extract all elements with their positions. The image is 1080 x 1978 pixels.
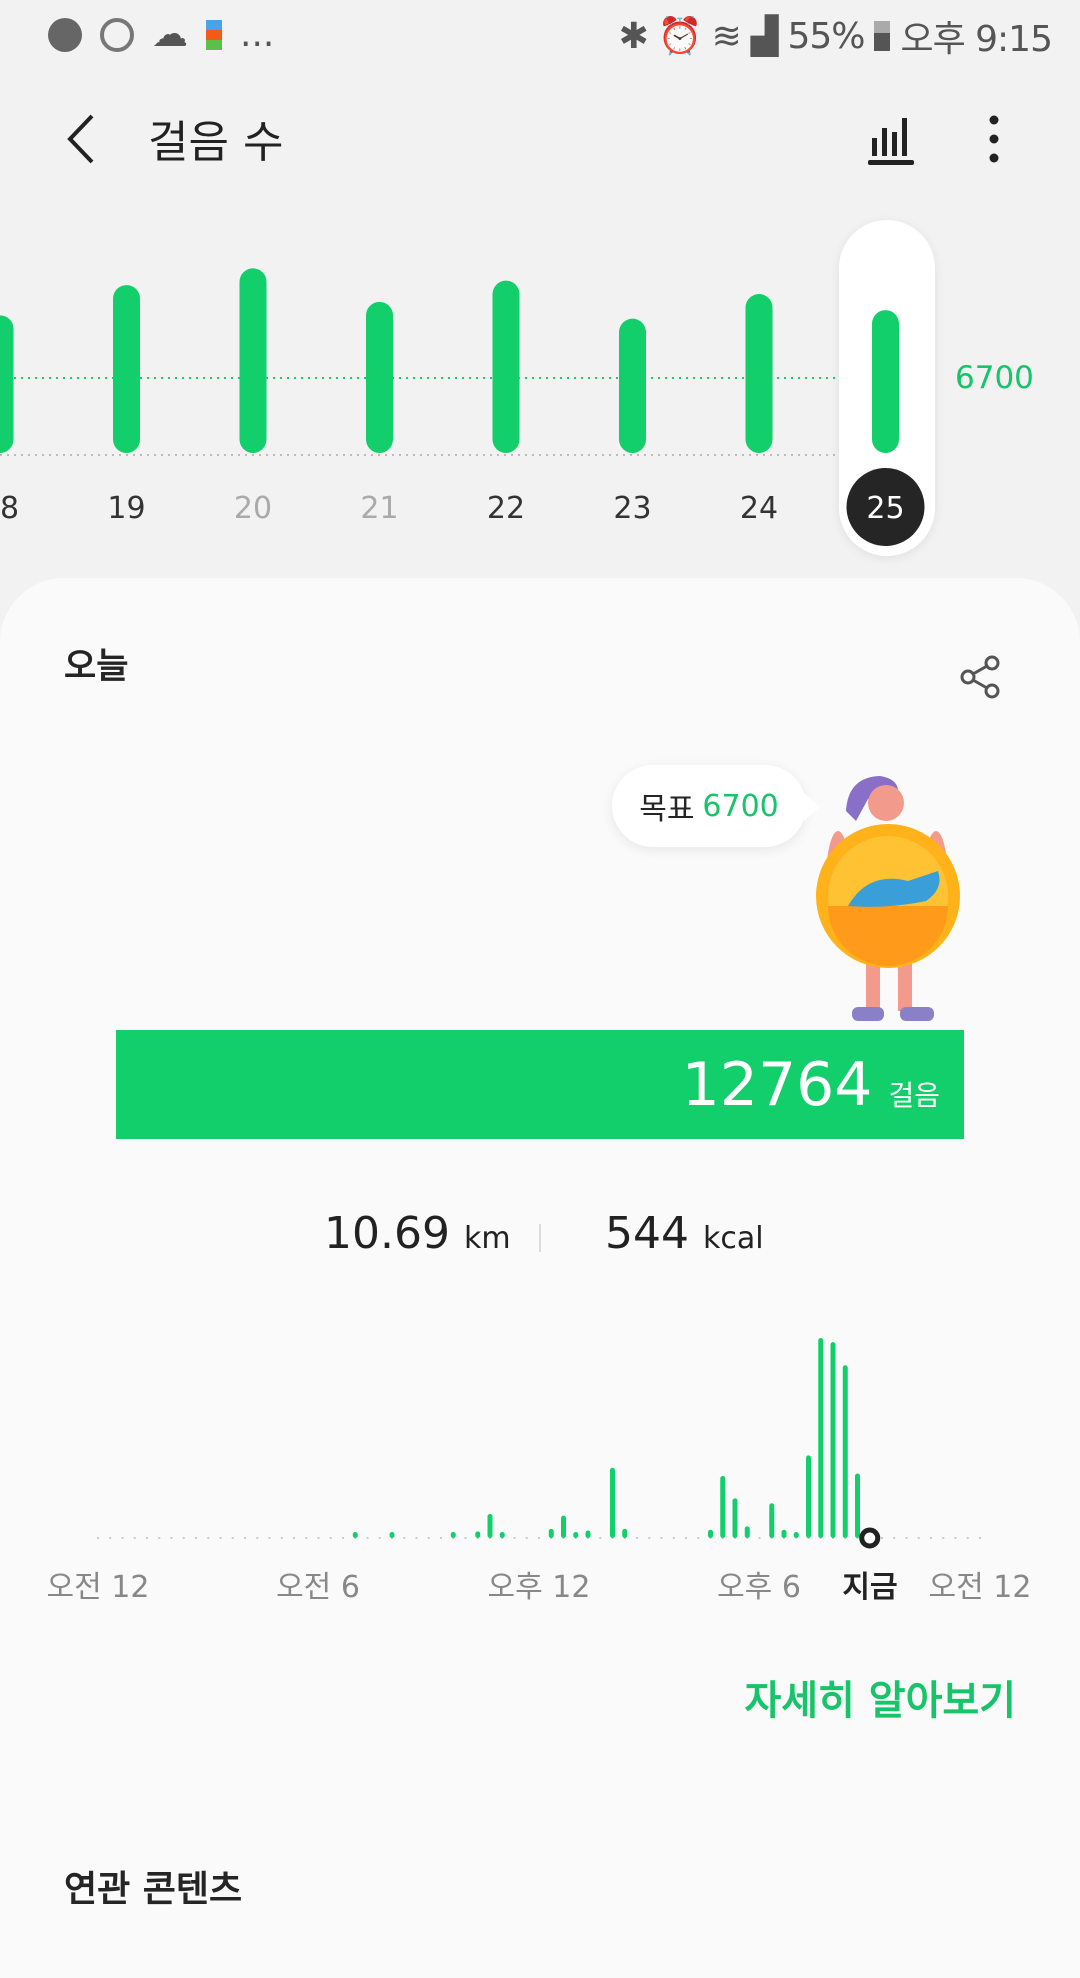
hourly-bar bbox=[610, 1467, 615, 1538]
cloud-icon: ☁ bbox=[152, 14, 188, 55]
day-bar bbox=[239, 268, 267, 453]
day-bar bbox=[745, 294, 773, 453]
gem-icon bbox=[100, 17, 134, 52]
section-title-related: 연관 콘텐츠 bbox=[64, 1869, 243, 1910]
section-title-today: 오늘 bbox=[64, 647, 129, 687]
hourly-bar bbox=[548, 1528, 554, 1538]
day-bar bbox=[619, 318, 646, 453]
day-label: 21 bbox=[360, 491, 398, 526]
day-label: 18 bbox=[0, 491, 19, 526]
hourly-bar bbox=[793, 1532, 799, 1538]
hourly-bar bbox=[487, 1514, 493, 1538]
hourly-bar bbox=[720, 1476, 726, 1538]
tick-label: 오전 12 bbox=[46, 1570, 150, 1605]
tick-label: 오전 6 bbox=[276, 1570, 360, 1605]
hourly-bar bbox=[389, 1532, 395, 1538]
hourly-bar bbox=[842, 1365, 848, 1538]
bar-chart-icon[interactable] bbox=[868, 112, 920, 166]
overflow-indicator: ... bbox=[240, 14, 275, 55]
day-bar bbox=[872, 310, 899, 453]
now-marker bbox=[859, 1527, 881, 1549]
goal-line-label: 6700 bbox=[955, 360, 1034, 396]
u-plus-icon bbox=[48, 17, 82, 52]
hourly-bar bbox=[732, 1498, 738, 1538]
learn-more-link[interactable]: 자세히 알아보기 bbox=[744, 1678, 1016, 1724]
steps-unit: 걸음 bbox=[888, 1079, 940, 1112]
status-bar: ☁ ... ✱ ⏰ ≋ ▟ 55% 오후 9:15 bbox=[0, 0, 1080, 70]
hourly-bar bbox=[781, 1529, 787, 1538]
stats-divider bbox=[539, 1224, 541, 1252]
hourly-bar bbox=[561, 1515, 566, 1538]
hourly-bar bbox=[818, 1338, 824, 1538]
steps-count: 12764 bbox=[681, 1050, 873, 1120]
tick-label: 오후 6 bbox=[717, 1570, 801, 1605]
day-bar bbox=[492, 280, 520, 453]
hourly-bars bbox=[97, 1338, 981, 1549]
hourly-bar bbox=[708, 1529, 713, 1538]
selected-day-marker bbox=[846, 468, 925, 546]
day-label: 24 bbox=[740, 491, 778, 526]
hourly-bar bbox=[585, 1530, 591, 1538]
day-bar bbox=[366, 301, 393, 453]
hourly-bar bbox=[806, 1455, 811, 1538]
wifi-icon: ≋ bbox=[711, 15, 742, 57]
tick-label: 오전 12 bbox=[928, 1570, 1032, 1605]
day-label: 19 bbox=[107, 491, 145, 526]
hourly-bar bbox=[450, 1532, 456, 1538]
day-label: 22 bbox=[487, 491, 525, 526]
app-icon bbox=[206, 19, 222, 50]
day-bar bbox=[0, 315, 14, 453]
goal-label: 목표 bbox=[639, 792, 695, 827]
hourly-bar bbox=[573, 1532, 579, 1538]
distance-stat: 10.69 km bbox=[324, 1208, 511, 1259]
signal-icon: ▟ bbox=[750, 15, 779, 57]
hourly-bar bbox=[744, 1526, 750, 1538]
battery-icon bbox=[874, 21, 891, 51]
hourly-bar bbox=[622, 1528, 628, 1538]
clock: 오후 9:15 bbox=[900, 19, 1053, 60]
distance-unit: km bbox=[463, 1221, 511, 1256]
chevron-left-icon[interactable] bbox=[62, 112, 102, 166]
goal-value: 6700 bbox=[702, 788, 779, 824]
battery-level: 55% bbox=[787, 15, 865, 57]
character-illustration bbox=[816, 776, 960, 1021]
day-label: 25 bbox=[866, 491, 904, 526]
hourly-bar bbox=[352, 1532, 358, 1538]
tick-label-now: 지금 bbox=[842, 1570, 898, 1605]
hourly-bar bbox=[830, 1342, 836, 1538]
hourly-bar bbox=[769, 1503, 775, 1538]
share-icon[interactable] bbox=[958, 655, 1002, 699]
more-vertical-icon[interactable] bbox=[984, 112, 1004, 166]
day-label: 23 bbox=[613, 491, 651, 526]
alarm-icon: ⏰ bbox=[657, 16, 703, 57]
calories-stat: 544 kcal bbox=[605, 1208, 764, 1259]
hourly-bar bbox=[499, 1532, 505, 1538]
today-steps-bar: 12764 걸음 bbox=[116, 1030, 964, 1139]
calories-value: 544 bbox=[605, 1208, 689, 1259]
hourly-bar bbox=[475, 1531, 481, 1538]
tick-label: 오후 12 bbox=[487, 1570, 591, 1605]
bluetooth-icon: ✱ bbox=[618, 15, 649, 57]
calories-unit: kcal bbox=[702, 1221, 764, 1256]
page-title: 걸음 수 bbox=[148, 117, 284, 168]
day-label: 20 bbox=[234, 491, 272, 526]
weekly-bars: 18 19 20 21 22 23 24 25 bbox=[0, 268, 925, 546]
hourly-bar bbox=[855, 1473, 860, 1538]
goal-bubble: 목표 6700 bbox=[612, 765, 820, 847]
day-bar bbox=[113, 285, 140, 453]
distance-value: 10.69 bbox=[324, 1208, 450, 1259]
